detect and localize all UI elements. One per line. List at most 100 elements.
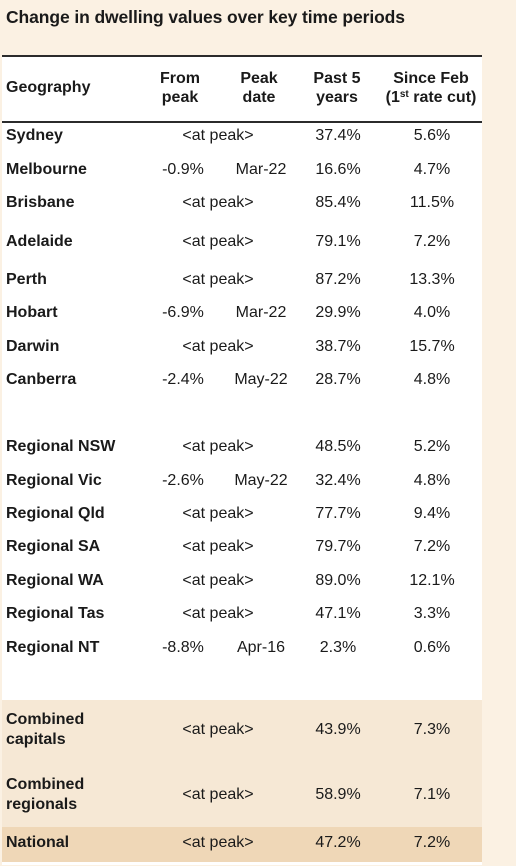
header-peak-date-line2: date	[242, 89, 276, 106]
past-5-years-cell: 48.5%	[315, 438, 361, 455]
since-feb-cell: 5.2%	[413, 438, 451, 455]
since-feb-cell: 4.0%	[413, 304, 451, 321]
table-row: Perth <at peak> 87.2% 13.3%	[2, 265, 482, 295]
header-since-line1: Since Feb	[393, 70, 469, 87]
from-peak-cell: -6.9%	[162, 304, 204, 321]
since-feb-cell: 0.6%	[413, 639, 451, 656]
from-peak-cell: <at peak>	[182, 605, 254, 622]
from-peak-cell: <at peak>	[182, 438, 254, 455]
since-feb-cell: 7.1%	[413, 786, 451, 803]
past-5-years-cell: 28.7%	[315, 371, 361, 388]
since-feb-cell: 4.7%	[413, 161, 451, 178]
past-5-years-cell: 79.7%	[315, 538, 361, 555]
from-peak-cell: <at peak>	[182, 338, 254, 355]
header-past-5-years: Past 5 years	[302, 69, 372, 107]
geography-cell: Adelaide	[6, 233, 73, 250]
past-5-years-cell: 43.9%	[315, 721, 361, 738]
past-5-years-cell: 79.1%	[315, 233, 361, 250]
geography-cell: Regional NSW	[6, 438, 116, 455]
from-peak-cell: <at peak>	[182, 127, 254, 144]
header-from-peak: From peak	[150, 69, 210, 107]
from-peak-cell: <at peak>	[182, 538, 254, 555]
header-since-feb: Since Feb (1st rate cut)	[378, 69, 484, 107]
past-5-years-cell: 47.1%	[315, 605, 361, 622]
from-peak-cell: <at peak>	[182, 194, 254, 211]
past-5-years-cell: 58.9%	[315, 786, 361, 803]
header-past5-line1: Past 5	[313, 70, 361, 87]
table-row: Hobart -6.9% Mar-22 29.9% 4.0%	[2, 298, 482, 328]
table-top-rule	[2, 55, 482, 57]
geography-cell: Regional Tas	[6, 605, 105, 622]
past-5-years-cell: 37.4%	[315, 127, 361, 144]
table-row: Regional NSW <at peak> 48.5% 5.2%	[2, 432, 482, 462]
from-peak-cell: <at peak>	[182, 721, 254, 738]
since-feb-cell: 12.1%	[409, 572, 455, 589]
geography-cell: Perth	[6, 271, 47, 288]
since-feb-cell: 3.3%	[413, 605, 451, 622]
geography-cell: Regional WA	[6, 572, 104, 589]
table-row: Combined capitals <at peak> 43.9% 7.3%	[2, 700, 482, 760]
since-feb-cell: 7.2%	[413, 233, 451, 250]
since-feb-cell: 7.2%	[413, 834, 451, 851]
geography-cell: Melbourne	[6, 161, 87, 178]
from-peak-cell: <at peak>	[182, 505, 254, 522]
header-from-peak-line1: From	[160, 70, 200, 87]
peak-date-cell: Apr-16	[236, 639, 286, 656]
geography-cell: Brisbane	[6, 194, 75, 211]
table-title: Change in dwelling values over key time …	[6, 7, 405, 27]
since-feb-cell: 5.6%	[413, 127, 451, 144]
from-peak-cell: -2.4%	[162, 371, 204, 388]
table-row: Regional NT -8.8% Apr-16 2.3% 0.6%	[2, 633, 482, 663]
past-5-years-cell: 87.2%	[315, 271, 361, 288]
table-row: National <at peak> 47.2% 7.2%	[2, 827, 482, 862]
table-row: Brisbane <at peak> 85.4% 11.5%	[2, 188, 482, 218]
since-feb-cell: 13.3%	[409, 271, 455, 288]
table-row: Regional Qld <at peak> 77.7% 9.4%	[2, 499, 482, 529]
from-peak-cell: <at peak>	[182, 786, 254, 803]
geography-cell: Regional Vic	[6, 472, 102, 489]
header-peak-date: Peak date	[230, 69, 288, 107]
geography-cell: Sydney	[6, 127, 63, 144]
header-since-post: rate cut)	[408, 89, 477, 106]
peak-date-cell: Mar-22	[235, 304, 287, 321]
table-row: Darwin <at peak> 38.7% 15.7%	[2, 332, 482, 362]
header-since-pre: (1	[385, 89, 400, 106]
geography-cell: Darwin	[6, 338, 60, 355]
header-geography-label: Geography	[6, 79, 91, 96]
header-peak-date-line1: Peak	[240, 70, 278, 87]
from-peak-cell: -0.9%	[162, 161, 204, 178]
past-5-years-cell: 85.4%	[315, 194, 361, 211]
from-peak-cell: -8.8%	[162, 639, 204, 656]
table-row: Sydney <at peak> 37.4% 5.6%	[2, 121, 482, 151]
geography-cell: National	[6, 834, 70, 851]
peak-date-cell: May-22	[234, 371, 288, 388]
table-row: Adelaide <at peak> 79.1% 7.2%	[2, 227, 482, 257]
header-geography: Geography	[6, 78, 90, 97]
since-feb-cell: 4.8%	[413, 371, 451, 388]
past-5-years-cell: 89.0%	[315, 572, 361, 589]
past-5-years-cell: 47.2%	[315, 834, 361, 851]
geography-cell: Regional SA	[6, 538, 101, 555]
since-feb-cell: 9.4%	[413, 505, 451, 522]
past-5-years-cell: 77.7%	[315, 505, 361, 522]
header-past5-line2: years	[316, 89, 358, 106]
geography-cell: Combined capitals	[6, 711, 85, 748]
table-row: Regional WA <at peak> 89.0% 12.1%	[2, 566, 482, 596]
since-feb-cell: 7.3%	[413, 721, 451, 738]
past-5-years-cell: 16.6%	[315, 161, 361, 178]
since-feb-cell: 15.7%	[409, 338, 455, 355]
table-row: Canberra -2.4% May-22 28.7% 4.8%	[2, 365, 482, 395]
past-5-years-cell: 2.3%	[319, 639, 357, 656]
table-row: Regional SA <at peak> 79.7% 7.2%	[2, 532, 482, 562]
table-row: Regional Tas <at peak> 47.1% 3.3%	[2, 599, 482, 629]
geography-cell: Regional Qld	[6, 505, 105, 522]
from-peak-cell: <at peak>	[182, 271, 254, 288]
header-since-sup: st	[399, 89, 409, 100]
from-peak-cell: <at peak>	[182, 834, 254, 851]
table-row: Melbourne -0.9% Mar-22 16.6% 4.7%	[2, 155, 482, 185]
table-row: Regional Vic -2.6% May-22 32.4% 4.8%	[2, 466, 482, 496]
from-peak-cell: <at peak>	[182, 233, 254, 250]
combined-section-background	[2, 700, 482, 827]
from-peak-cell: -2.6%	[162, 472, 204, 489]
header-since-line2: (1st rate cut)	[378, 88, 484, 107]
